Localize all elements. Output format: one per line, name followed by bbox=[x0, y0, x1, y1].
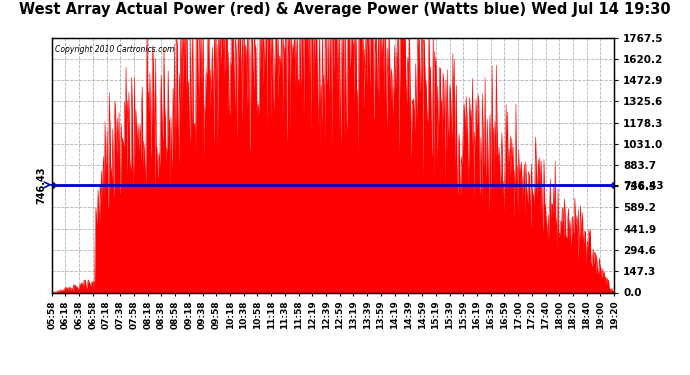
Text: 746.43: 746.43 bbox=[36, 166, 46, 204]
Text: Copyright 2010 Cartronics.com: Copyright 2010 Cartronics.com bbox=[55, 45, 174, 54]
Text: West Array Actual Power (red) & Average Power (Watts blue) Wed Jul 14 19:30: West Array Actual Power (red) & Average … bbox=[19, 2, 671, 17]
